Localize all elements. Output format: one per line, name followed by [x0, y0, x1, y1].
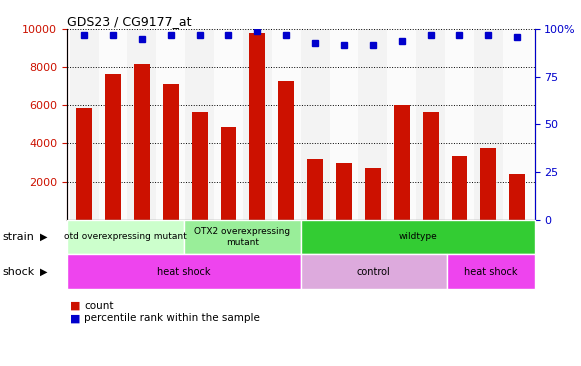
Text: strain: strain — [3, 232, 35, 242]
Bar — [365, 168, 381, 220]
Bar — [301, 254, 447, 289]
Bar — [301, 29, 329, 220]
Bar — [163, 85, 179, 220]
Text: GDS23 / CG9177_at: GDS23 / CG9177_at — [67, 15, 191, 28]
Bar — [416, 29, 445, 220]
Text: heat shock: heat shock — [464, 267, 518, 277]
Bar — [221, 127, 236, 220]
Text: count: count — [84, 300, 114, 311]
Bar — [67, 254, 301, 289]
Bar — [422, 112, 439, 220]
Bar — [394, 105, 410, 220]
Bar — [388, 29, 416, 220]
Bar — [243, 29, 272, 220]
Text: heat shock: heat shock — [157, 267, 210, 277]
Bar — [301, 220, 535, 254]
Bar — [184, 220, 301, 254]
Bar — [134, 64, 150, 220]
Bar — [358, 29, 388, 220]
Bar — [510, 174, 525, 220]
Bar — [329, 29, 358, 220]
Bar — [156, 29, 185, 220]
Bar — [192, 112, 207, 220]
Text: ▶: ▶ — [40, 232, 47, 242]
Text: shock: shock — [3, 267, 35, 277]
Bar — [445, 29, 474, 220]
Text: wildtype: wildtype — [398, 232, 437, 242]
Text: OTX2 overexpressing
mutant: OTX2 overexpressing mutant — [194, 227, 290, 247]
Bar — [214, 29, 243, 220]
Bar — [480, 148, 496, 220]
Text: ■: ■ — [70, 300, 80, 311]
Bar — [76, 108, 92, 220]
Bar — [249, 33, 266, 220]
Bar — [503, 29, 532, 220]
Text: ■: ■ — [70, 313, 80, 324]
Bar — [105, 74, 121, 220]
Bar — [99, 29, 127, 220]
Bar — [307, 159, 323, 220]
Text: otd overexpressing mutant: otd overexpressing mutant — [64, 232, 187, 242]
Bar — [67, 220, 184, 254]
Bar — [447, 254, 535, 289]
Text: ▶: ▶ — [40, 267, 47, 277]
Bar — [474, 29, 503, 220]
Bar — [336, 164, 352, 220]
Bar — [278, 81, 294, 220]
Bar — [185, 29, 214, 220]
Bar — [127, 29, 156, 220]
Text: percentile rank within the sample: percentile rank within the sample — [84, 313, 260, 324]
Bar — [451, 156, 467, 220]
Bar — [272, 29, 301, 220]
Text: control: control — [357, 267, 390, 277]
Bar — [70, 29, 99, 220]
